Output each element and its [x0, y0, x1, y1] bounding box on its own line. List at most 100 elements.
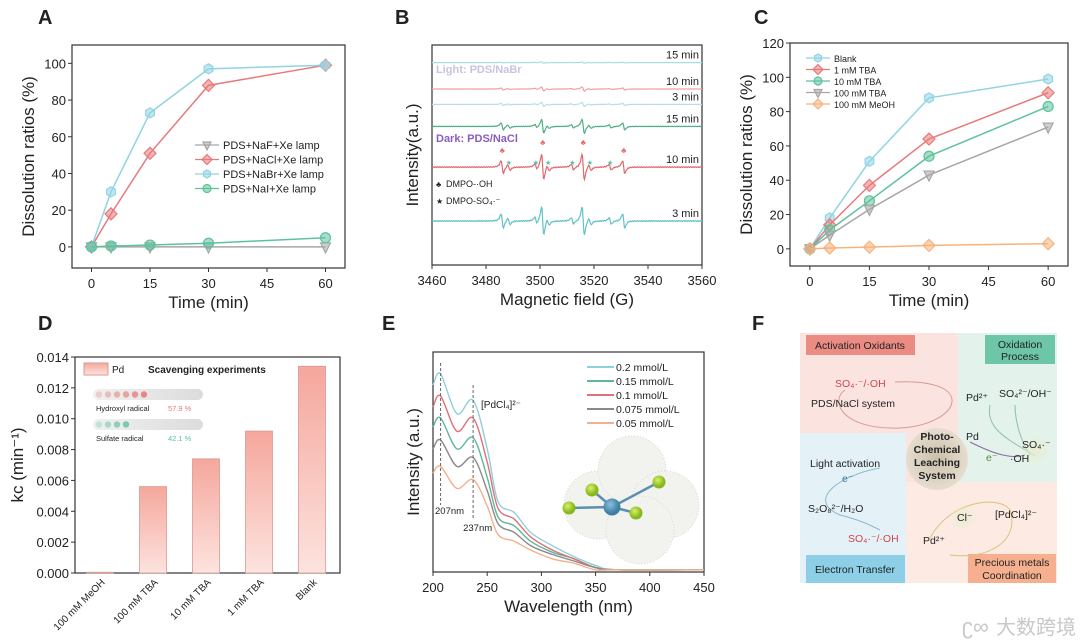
- complex-label: [PdCl₄]²⁻: [481, 400, 521, 411]
- legend-label: 0.15 mmol/L: [616, 376, 674, 388]
- spectrum-time-label: 10 min: [666, 76, 699, 88]
- y-tick-label: 60: [770, 139, 784, 154]
- data-point-hexagon: [320, 59, 331, 71]
- y-tick-label: 60: [52, 130, 66, 145]
- panel-label-d: D: [38, 313, 52, 335]
- oh-peak-marker: ♣: [500, 146, 506, 155]
- data-point-diamond: [812, 63, 824, 76]
- y-tick-label: 40: [770, 173, 784, 188]
- oh-peak-marker: ♣: [540, 138, 546, 147]
- chart-a-dissolution-halides: 0 15 30 45 60 0 20 40 60 80 100 Time (min) Dissoluti…: [19, 44, 346, 312]
- data-point-diamond: [803, 241, 817, 256]
- y-axis-label: Dissolution ratios (%): [737, 74, 756, 235]
- x-tick-label: 30: [201, 276, 215, 291]
- inset-item-value: 42.1 %: [168, 434, 192, 443]
- tr-pd2: Pd²⁺: [966, 392, 988, 404]
- br-pdcl4: [PdCl₄]²⁻: [995, 509, 1037, 521]
- br-cl: Cl⁻: [957, 512, 973, 524]
- inset-dot: [95, 421, 103, 428]
- tr-pd: Pd: [966, 431, 979, 443]
- legend-label: 10 mM TBA: [834, 77, 881, 87]
- legend-label: 0.075 mmol/L: [616, 404, 680, 416]
- cl-atom: [629, 506, 643, 520]
- cl-atom: [652, 475, 666, 489]
- epr-spectrum: [432, 61, 702, 64]
- tr-electron: e⁻: [986, 452, 998, 464]
- x-tick-label: 15: [143, 276, 157, 291]
- plot-frame: [432, 351, 705, 573]
- spectrum-time-label: 15 min: [666, 113, 699, 125]
- data-point-triangle-down: [823, 230, 836, 243]
- data-point-circle: [144, 239, 156, 251]
- data-point-circle: [923, 150, 935, 162]
- epr-spectrum: [431, 86, 703, 92]
- y-tick-label: 0.002: [36, 535, 69, 550]
- data-point-circle: [319, 232, 332, 244]
- x-tick-label: 0: [88, 276, 95, 291]
- marker-legend-label: DMPO-·OH: [446, 179, 493, 189]
- watermark-text: 大数跨境: [996, 616, 1076, 639]
- x-tick-label: 450: [693, 580, 715, 595]
- category-label: 1 mM TBA: [226, 577, 267, 618]
- watermark-logo: ʗ∞: [962, 614, 989, 639]
- legend-label: 100 mM MeOH: [834, 100, 895, 110]
- inset-dot: [122, 391, 130, 398]
- panel-label-a: A: [38, 7, 52, 29]
- legend-label: PDS+NaI+Xe lamp: [223, 184, 316, 196]
- inset-pill: [93, 419, 203, 430]
- x-axis-label: Time (min): [168, 293, 249, 312]
- data-point-circle: [1042, 100, 1054, 113]
- oh-peak-marker: ♣: [621, 146, 627, 155]
- data-point-circle: [85, 241, 98, 253]
- marker-legend-symbol: ★: [436, 197, 443, 206]
- bar: [192, 458, 220, 574]
- inset-dot: [122, 421, 130, 428]
- x-tick-label: 200: [422, 580, 444, 595]
- x-tick-label: 3520: [580, 273, 609, 288]
- y-tick-label: 80: [52, 93, 66, 108]
- x-tick-label: 0: [806, 274, 813, 289]
- data-point-triangle-down: [1042, 122, 1055, 135]
- data-point-diamond: [104, 207, 118, 221]
- y-axis-label: Intensity (a.u.): [404, 408, 423, 516]
- data-point-triangle-down: [863, 204, 876, 217]
- legend-swatch: [83, 362, 109, 376]
- y-tick-label: 100: [44, 56, 66, 71]
- marker-legend-label: DMPO-SO₄·⁻: [446, 196, 501, 206]
- inset-pill: [93, 389, 203, 400]
- x-tick-label: 3540: [634, 273, 663, 288]
- data-point-diamond: [812, 98, 824, 110]
- inset-item-label: Hydroxyl radical: [96, 404, 150, 413]
- panel-label-c: C: [754, 7, 768, 29]
- bl-radicals: SO₄·⁻/·OH: [848, 533, 899, 545]
- tr-so4-oh: SO₄²⁻/OH⁻: [999, 388, 1052, 400]
- data-point-diamond: [822, 241, 837, 255]
- inset-dot: [113, 391, 121, 398]
- y-axis-label: kc (min⁻¹): [8, 427, 27, 502]
- spectrum-time-label: 3 min: [672, 208, 699, 220]
- legend-label: 0.05 mmol/L: [616, 418, 674, 430]
- y-tick-label: 100: [762, 70, 784, 85]
- data-point-diamond: [922, 238, 936, 253]
- y-tick-label: 0.010: [36, 412, 69, 427]
- data-point-diamond: [201, 78, 216, 93]
- legend-label: PDS+NaF+Xe lamp: [223, 140, 320, 152]
- peak-label: 207nm: [435, 506, 464, 517]
- so4-peak-marker: ★: [506, 159, 512, 167]
- inset-dot: [131, 391, 139, 398]
- legend-label: Blank: [834, 54, 857, 64]
- legend-label: 0.2 mmol/L: [616, 362, 668, 374]
- activation-cycle-arrow: [838, 381, 953, 429]
- x-axis-label: Wavelength (nm): [504, 597, 633, 616]
- x-tick-label: 3560: [688, 273, 717, 288]
- cl-atom: [585, 483, 599, 497]
- dark-group-label: Dark: PDS/NaCl: [436, 133, 518, 145]
- data-point-diamond: [922, 132, 936, 146]
- center-label-4: System: [918, 470, 955, 482]
- data-point-diamond: [201, 153, 213, 166]
- epr-spectrum: [431, 101, 703, 108]
- y-tick-label: 80: [770, 105, 784, 120]
- epr-spectrum: [431, 118, 703, 135]
- x-tick-label: 30: [922, 274, 936, 289]
- data-point-hexagon: [1043, 73, 1054, 85]
